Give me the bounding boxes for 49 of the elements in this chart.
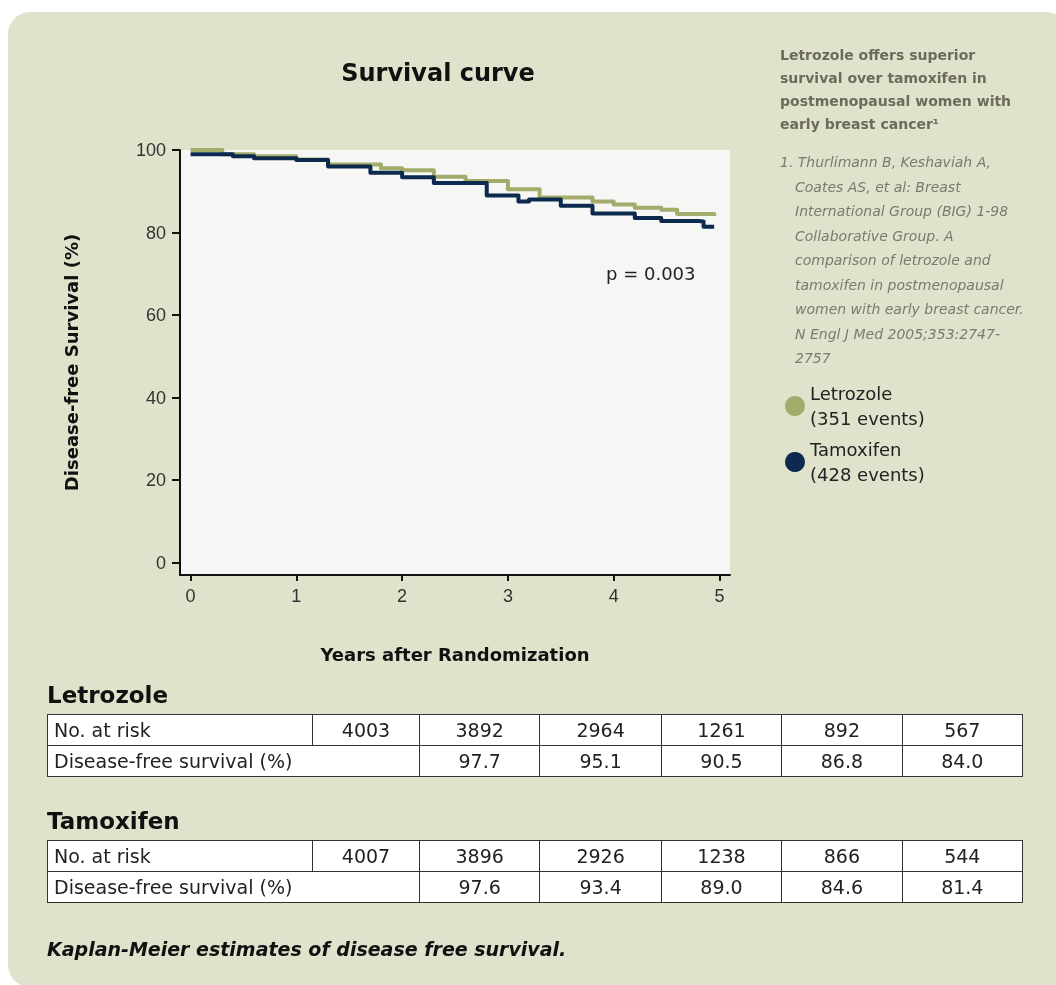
x-tick-label: 5 [714, 586, 725, 606]
text: 3896 [419, 840, 540, 872]
text: 93.4 [539, 871, 662, 903]
text: 2964 [539, 714, 662, 746]
x-tick-label: 0 [185, 586, 196, 606]
legend-label: Letrozole (351 events) [810, 383, 925, 429]
text: 866 [781, 840, 903, 872]
text: 4003 [312, 714, 420, 746]
text: 81.4 [902, 871, 1023, 903]
y-tick-label: 0 [155, 552, 166, 573]
text: Letrozole offers superior survival over tamoxifen in postmenopausal women with early breast cancer¹ [780, 46, 1013, 134]
text: 86.8 [781, 745, 903, 777]
text: 1238 [661, 840, 782, 872]
text: 90.5 [661, 745, 782, 777]
text: 1261 [661, 714, 782, 746]
text: Tamoxifen [47, 808, 181, 834]
x-tick-label: 4 [608, 586, 619, 606]
y-tick-label: 60 [145, 305, 166, 326]
text: 95.1 [539, 745, 662, 777]
x-axis-title: Years after Randomization [319, 643, 590, 665]
text: 4007 [312, 840, 420, 872]
text: 1. Thurlimann B, Keshaviah A, Coates AS, et al: Breast International Group (BIG) 1-98 Collaborative Group. A comparison of letrozole and tamoxifen in postmenopausal women with early breast cancer. N Engl J Med 2005;353:2747-2757 [780, 154, 1024, 366]
chart-title: Survival curve [341, 59, 535, 87]
text: Letrozole [47, 682, 170, 708]
text: 892 [781, 714, 903, 746]
text: 84.0 [902, 745, 1023, 777]
text: No. at risk [47, 840, 313, 872]
x-tick-label: 2 [397, 586, 408, 606]
y-tick-label: 100 [135, 140, 166, 160]
text: No. at risk [47, 714, 313, 746]
annotation: p = 0.003 [606, 262, 696, 284]
text: Disease-free survival (%) [47, 871, 420, 903]
y-tick-label: 80 [145, 222, 166, 243]
text: 97.7 [419, 745, 540, 777]
x-tick-label: 3 [502, 586, 513, 606]
text: 84.6 [781, 871, 903, 903]
text: Disease-free survival (%) [47, 745, 420, 777]
y-tick-label: 20 [145, 470, 166, 491]
legend-label: Tamoxifen (428 events) [809, 439, 925, 485]
text: 97.6 [419, 871, 540, 903]
text: 567 [902, 714, 1023, 746]
y-tick-label: 40 [145, 387, 166, 408]
text: 3892 [419, 714, 540, 746]
text: Kaplan-Meier estimates of disease free survival. [47, 938, 567, 960]
y-axis-title: Disease-free Survival (%) [60, 233, 82, 492]
text: 2926 [539, 840, 662, 872]
text: 544 [902, 840, 1023, 872]
text: 89.0 [661, 871, 782, 903]
x-tick-label: 1 [291, 586, 302, 606]
